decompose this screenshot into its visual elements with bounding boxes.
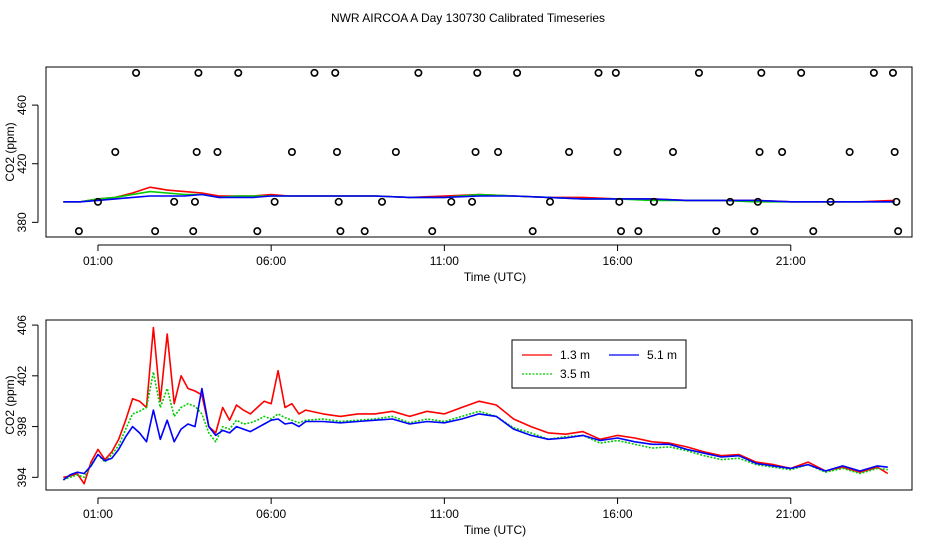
y-tick-label: 398 [15,416,29,436]
data-point-circle [892,197,901,206]
y-axis-label: CO2 (ppm) [3,375,17,434]
data-point-circle [332,148,341,157]
data-point-circle [494,148,503,157]
data-point-circle [447,197,456,206]
legend-label: 1.3 m [560,348,590,362]
plot-frame [45,66,913,238]
data-point-circle [826,197,835,206]
data-point-circle [894,227,903,236]
x-tick-label: 11:00 [430,507,459,521]
data-point-circle [378,197,387,206]
data-point-circle [428,227,437,236]
data-point-circle [132,68,141,77]
data-point-circle [360,227,369,236]
x-tick-label: 06:00 [256,507,286,521]
data-point-circle [414,68,423,77]
data-point-circle [649,197,658,206]
x-axis-label: Time (UTC) [464,270,526,284]
legend: 1.3 m 5.1 m 3.5 m [511,339,687,389]
data-point-circle [565,148,574,157]
top-panel: 01:00 06:00 11:00 16:00 21:00 Time (UTC) 380 42… [3,66,913,284]
data-point-circle [615,197,624,206]
data-point-circle [471,148,480,157]
x-tick-label: 16:00 [603,254,633,268]
x-tick-label: 16:00 [603,507,633,521]
data-point-circle [613,148,622,157]
x-axis-label: Time (UTC) [464,523,526,537]
x-tick-label: 21:00 [776,507,806,521]
data-point-circle [750,227,759,236]
data-point-circle [797,68,806,77]
data-point-circle [391,148,400,157]
data-point-circle [617,227,626,236]
x-tick-label: 11:00 [430,254,459,268]
data-point-circle [755,148,764,157]
data-point-circle [189,227,198,236]
data-point-circle [287,148,296,157]
y-tick-label: 380 [15,212,29,232]
data-point-circle [546,197,555,206]
data-point-circle [753,197,762,206]
data-point-circle [726,197,735,206]
y-tick-label: 420 [15,153,29,173]
data-point-circle [151,227,160,236]
legend-label: 3.5 m [560,367,590,381]
data-point-circle [93,197,102,206]
data-point-circle [336,227,345,236]
x-tick-label: 01:00 [83,254,113,268]
x-tick-label: 01:00 [83,507,113,521]
data-point-circle [809,227,818,236]
y-tick-label: 460 [15,95,29,115]
data-point-circle [170,197,179,206]
data-point-circle [528,227,537,236]
data-point-circle [757,68,766,77]
data-point-circle [270,197,279,206]
data-point-circle [890,148,899,157]
data-point-circle [213,148,222,157]
data-point-circle [468,197,477,206]
data-point-circle [190,197,199,206]
data-point-circle [778,148,787,157]
plot-frame [45,319,913,491]
data-point-circle [331,68,340,77]
x-tick-label: 21:00 [776,254,806,268]
plot-data [63,186,895,203]
legend-frame [511,339,687,389]
series-line-1-3-mm [63,326,889,485]
series-line-3-5-mm [63,371,888,481]
data-point-circle [594,68,603,77]
y-tick-label: 394 [15,467,29,487]
data-point-circle [334,197,343,206]
data-point-circle [668,148,677,157]
data-point-circle [111,148,120,157]
x-tick-label: 06:00 [256,254,286,268]
figure-title: NWR AIRCOA A Day 130730 Calibrated Times… [331,11,605,25]
data-point-circle [192,148,201,157]
data-point-circle [845,148,854,157]
data-point-circle [611,68,620,77]
data-point-circle [253,227,262,236]
data-point-circle [234,68,243,77]
data-point-circle [473,68,482,77]
data-point-circle [712,227,721,236]
data-point-circle [694,68,703,77]
data-point-circle [194,68,203,77]
data-point-circle [634,227,643,236]
data-point-circle [513,68,522,77]
legend-label: 5.1 m [647,348,677,362]
bottom-panel: 01:00 06:00 11:00 16:00 21:00 Time (UTC) 394 39… [3,315,913,537]
data-point-circle [310,68,319,77]
series-line-5-1-mm [62,387,888,481]
y-tick-label: 406 [15,315,29,335]
y-axis-label: CO2 (ppm) [3,122,17,181]
y-tick-label: 402 [15,365,29,385]
data-point-circle [74,227,83,236]
data-point-circle [869,68,878,77]
data-point-circle [888,68,897,77]
plot-data [62,326,889,485]
series-line-5-1-mm [63,193,895,203]
